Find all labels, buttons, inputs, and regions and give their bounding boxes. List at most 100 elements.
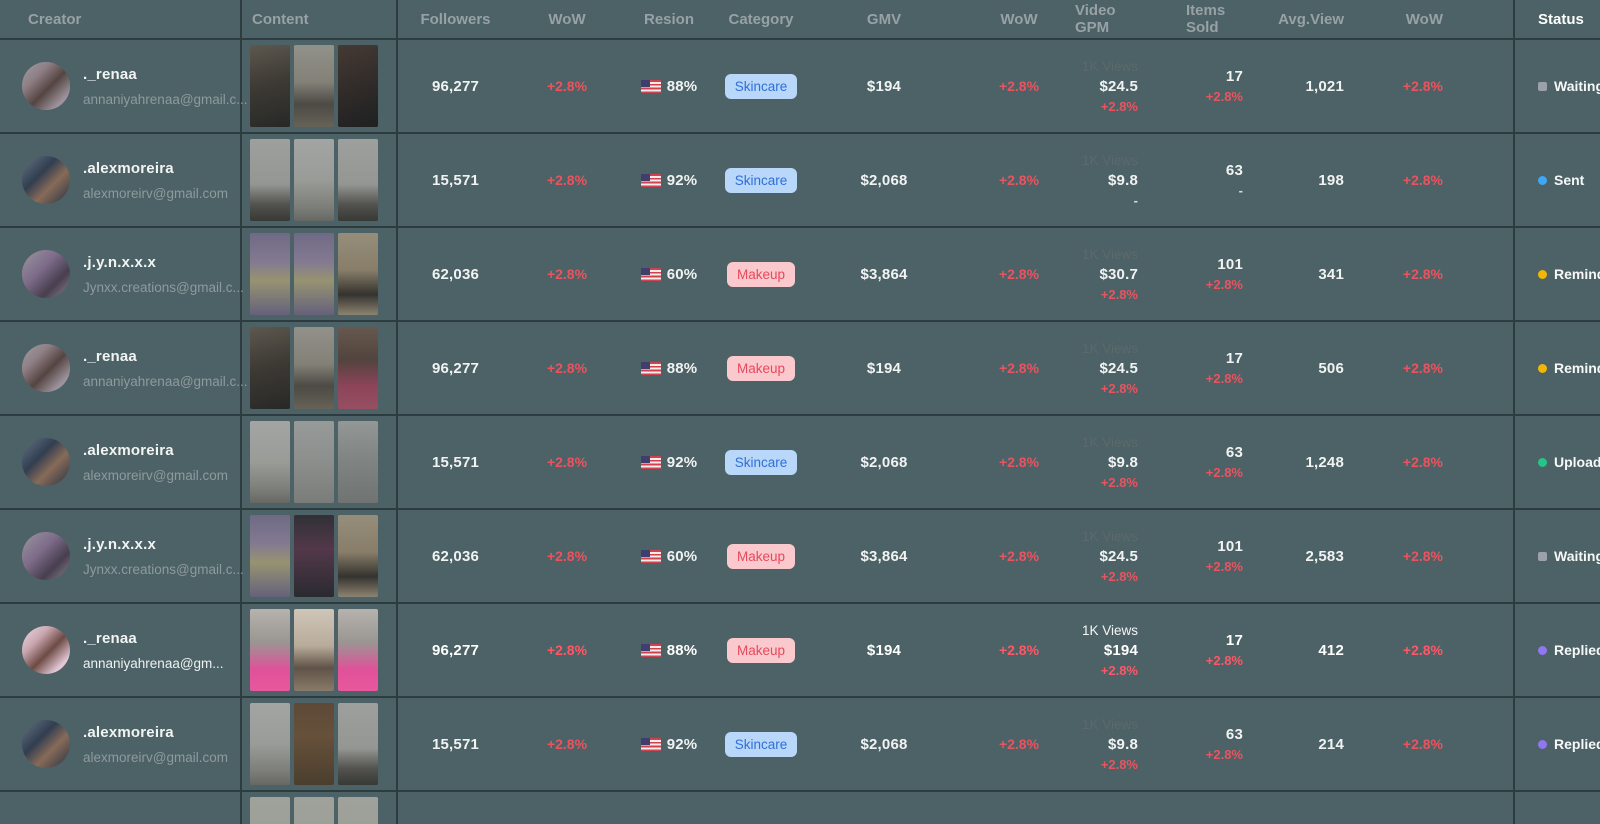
column-header-category: Category [728, 10, 794, 28]
table-row[interactable]: .alexmoreira alexmoreirv@gmail.com 15,57… [0, 416, 1600, 510]
video-thumbnail[interactable] [294, 797, 334, 824]
table-row[interactable]: ._renaa annaniyahrenaa@gmail.c... 96,277… [0, 40, 1600, 134]
video-thumbnail[interactable] [250, 139, 290, 221]
table-row[interactable] [0, 792, 1600, 824]
followers-wow-value: +2.8% [546, 736, 588, 752]
video-thumbnail[interactable] [250, 515, 290, 597]
status-cell[interactable]: Sent [1513, 134, 1600, 226]
video-thumbnail[interactable] [294, 703, 334, 785]
status-cell[interactable]: Remind [1513, 322, 1600, 414]
items-sold-cell: 17 +2.8% [1186, 322, 1286, 414]
video-thumbnail[interactable] [338, 327, 378, 409]
table-row[interactable]: .j.y.n.x.x.x Jynxx.creations@gmail.c... … [0, 228, 1600, 322]
video-thumbnail[interactable] [338, 233, 378, 315]
avatar[interactable] [22, 720, 70, 768]
video-thumbnail[interactable] [338, 139, 378, 221]
gpm-views-label: 1K Views [1081, 152, 1138, 168]
status-cell[interactable] [1513, 792, 1600, 824]
video-thumbnail[interactable] [338, 45, 378, 127]
followers-wow-value: +2.8% [546, 642, 588, 658]
video-thumbnail[interactable] [294, 421, 334, 503]
creator-cell: ._renaa annaniyahrenaa@gmail.c... [0, 40, 248, 132]
gpm-value: $9.8 [1108, 171, 1138, 189]
avg-view-wow-value [1396, 792, 1513, 824]
video-thumbnail[interactable] [250, 609, 290, 691]
gmv-value [805, 792, 963, 824]
gpm-wow-value: +2.8% [1100, 98, 1138, 114]
video-thumbnail[interactable] [294, 327, 334, 409]
gpm-wow-value: +2.8% [1100, 756, 1138, 772]
region-percentage: 92% [666, 735, 698, 753]
video-thumbnail[interactable] [250, 421, 290, 503]
status-cell[interactable]: Waiting [1513, 40, 1600, 132]
status-cell[interactable]: Replied [1513, 604, 1600, 696]
column-header-wow-view: WoW [1405, 10, 1443, 28]
avatar[interactable] [22, 250, 70, 298]
avatar[interactable] [22, 532, 70, 580]
video-thumbnail[interactable] [338, 515, 378, 597]
category-cell: Makeup [717, 510, 805, 602]
video-thumbnail[interactable] [294, 609, 334, 691]
avg-view-value: 2,583 [1305, 547, 1344, 565]
video-thumbnail[interactable] [250, 797, 290, 824]
video-thumbnail[interactable] [294, 233, 334, 315]
avatar[interactable] [22, 626, 70, 674]
video-thumbnail[interactable] [294, 139, 334, 221]
avatar[interactable] [22, 344, 70, 392]
video-thumbnail[interactable] [250, 45, 290, 127]
us-flag-icon [640, 173, 661, 187]
region-cell: 88% [621, 322, 717, 414]
items-sold-wow-value: - [1238, 183, 1243, 198]
creator-cell [0, 792, 242, 824]
items-sold-cell: 101 +2.8% [1186, 510, 1286, 602]
gmv-value: $3,864 [860, 547, 908, 565]
category-badge: Skincare [724, 731, 798, 757]
creator-name: .alexmoreira [83, 723, 174, 741]
followers-value: 96,277 [431, 77, 480, 95]
items-sold-wow-value: +2.8% [1205, 277, 1243, 292]
avatar[interactable] [22, 156, 70, 204]
column-header-avg-view: Avg.View [1278, 10, 1344, 28]
items-sold-cell: 63 - [1186, 134, 1286, 226]
items-sold-value: 17 [1225, 632, 1243, 649]
creator-email: alexmoreirv@gmail.com [83, 185, 228, 201]
table-row[interactable]: ._renaa annaniyahrenaa@gm... 96,277 +2.8… [0, 604, 1600, 698]
creator-cell: .alexmoreira alexmoreirv@gmail.com [0, 416, 242, 508]
status-cell[interactable]: Upload [1513, 416, 1600, 508]
status-cell[interactable]: Waiting [1513, 510, 1600, 602]
items-sold-wow-value: +2.8% [1205, 371, 1243, 386]
video-thumbnail[interactable] [338, 609, 378, 691]
category-cell: Makeup [717, 228, 805, 320]
video-thumbnail[interactable] [338, 797, 378, 824]
table-row[interactable]: .alexmoreira alexmoreirv@gmail.com 15,57… [0, 698, 1600, 792]
status-cell[interactable]: Remind [1513, 228, 1600, 320]
gpm-value: $24.5 [1099, 359, 1138, 377]
table-row[interactable]: .j.y.n.x.x.x Jynxx.creations@gmail.c... … [0, 510, 1600, 604]
creator-cell: .alexmoreira alexmoreirv@gmail.com [0, 698, 242, 790]
followers-wow-value: +2.8% [546, 266, 588, 282]
avatar[interactable] [22, 438, 70, 486]
status-label: Upload [1554, 454, 1600, 470]
video-thumbnail[interactable] [250, 703, 290, 785]
gpm-value: $9.8 [1108, 453, 1138, 471]
video-thumbnail[interactable] [250, 327, 290, 409]
video-thumbnail[interactable] [294, 45, 334, 127]
avatar[interactable] [22, 62, 70, 110]
creator-email: annaniyahrenaa@gmail.c... [83, 373, 248, 389]
video-thumbnail[interactable] [294, 515, 334, 597]
column-header-status: Status [1513, 0, 1600, 38]
gmv-value: $2,068 [860, 171, 908, 189]
status-label: Replied [1554, 736, 1600, 752]
creator-name: .j.y.n.x.x.x [83, 535, 156, 553]
creator-email: Jynxx.creations@gmail.c... [83, 279, 244, 295]
video-thumbnail[interactable] [338, 703, 378, 785]
table-row[interactable]: ._renaa annaniyahrenaa@gmail.c... 96,277… [0, 322, 1600, 416]
video-thumbnail[interactable] [250, 233, 290, 315]
us-flag-icon [640, 267, 661, 281]
gpm-views-label: 1K Views [1081, 246, 1138, 262]
status-cell[interactable]: Replied [1513, 698, 1600, 790]
table-row[interactable]: .alexmoreira alexmoreirv@gmail.com 15,57… [0, 134, 1600, 228]
video-thumbnail[interactable] [338, 421, 378, 503]
items-sold-value: 17 [1225, 350, 1243, 367]
followers-value: 15,571 [431, 171, 480, 189]
